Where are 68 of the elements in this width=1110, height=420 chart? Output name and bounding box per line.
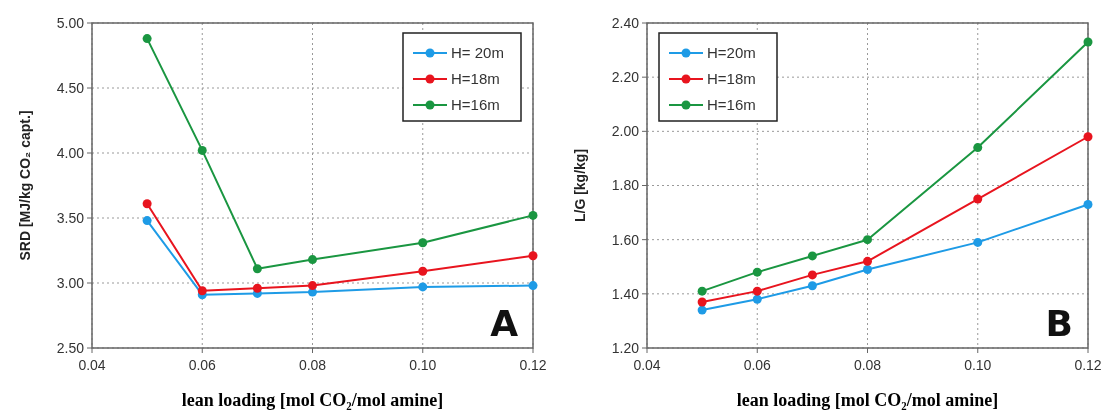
y-tick-label: 2.20 — [611, 69, 640, 86]
y-axis-title: SRD [MJ/kg CO₂ capt.] — [17, 110, 33, 261]
x-tick-label: 0.10 — [409, 357, 437, 373]
legend-label: H=16m — [707, 96, 756, 114]
x-tick-label: 0.12 — [1074, 357, 1102, 373]
y-tick-label: 2.50 — [56, 339, 85, 356]
point — [142, 216, 152, 226]
legend-label: H=16m — [451, 96, 500, 114]
y-tick-label: 1.40 — [611, 285, 640, 302]
y-tick-label: 2.00 — [611, 123, 640, 140]
point — [142, 34, 152, 44]
y-tick-label: 3.00 — [56, 274, 85, 291]
point — [418, 266, 428, 276]
point — [807, 251, 817, 261]
y-tick-label: 3.50 — [56, 209, 85, 226]
x-tick-label: 0.04 — [78, 357, 106, 373]
x-tick-label: 0.06 — [743, 357, 772, 373]
y-tick-label: 2.40 — [611, 14, 640, 31]
point — [528, 251, 538, 261]
annotation: B — [1045, 303, 1073, 344]
y-tick-label: 5.00 — [56, 14, 85, 31]
x-tick-label: 0.08 — [853, 357, 882, 373]
x-axis-title: lean loading [mol CO₂/mol amine] — [736, 390, 999, 410]
point — [697, 286, 707, 296]
legend-label: H=20m — [707, 44, 756, 62]
x-tick-label: 0.10 — [964, 357, 992, 373]
x-tick-label: 0.12 — [519, 357, 547, 373]
point — [1083, 132, 1093, 142]
point — [308, 255, 317, 265]
point — [752, 267, 762, 277]
point — [418, 238, 428, 248]
point — [697, 305, 707, 315]
point — [807, 281, 817, 291]
x-tick-label: 0.08 — [298, 357, 327, 373]
point — [863, 235, 872, 245]
point — [197, 145, 207, 155]
point — [973, 194, 983, 204]
point — [197, 286, 207, 296]
point — [528, 281, 538, 291]
point — [863, 256, 872, 266]
y-tick-label: 4.00 — [56, 144, 85, 161]
y-tick-label: 1.60 — [611, 231, 640, 248]
point — [807, 270, 817, 280]
point — [418, 282, 428, 292]
point — [252, 264, 262, 274]
x-tick-label: 0.06 — [188, 357, 217, 373]
point — [142, 199, 152, 209]
legend-label: H=18m — [707, 70, 756, 88]
point — [308, 281, 317, 291]
point — [528, 210, 538, 220]
point — [752, 286, 762, 296]
point — [697, 297, 707, 307]
point — [973, 143, 983, 153]
x-axis-title: lean loading [mol CO₂/mol amine] — [181, 390, 444, 410]
point — [973, 237, 983, 247]
y-tick-label: 1.80 — [611, 177, 640, 194]
y-axis-title: L/G [kg/kg] — [572, 148, 588, 223]
annotation: A — [490, 303, 519, 344]
point — [252, 283, 262, 293]
point — [863, 264, 872, 274]
point — [752, 294, 762, 304]
legend-label: H=18m — [451, 70, 500, 88]
x-tick-label: 0.04 — [633, 357, 661, 373]
y-tick-label: 4.50 — [56, 79, 85, 96]
y-tick-label: 1.20 — [611, 339, 640, 356]
legend-label: H= 20m — [451, 44, 504, 62]
point — [1083, 199, 1093, 209]
point — [1083, 37, 1093, 47]
